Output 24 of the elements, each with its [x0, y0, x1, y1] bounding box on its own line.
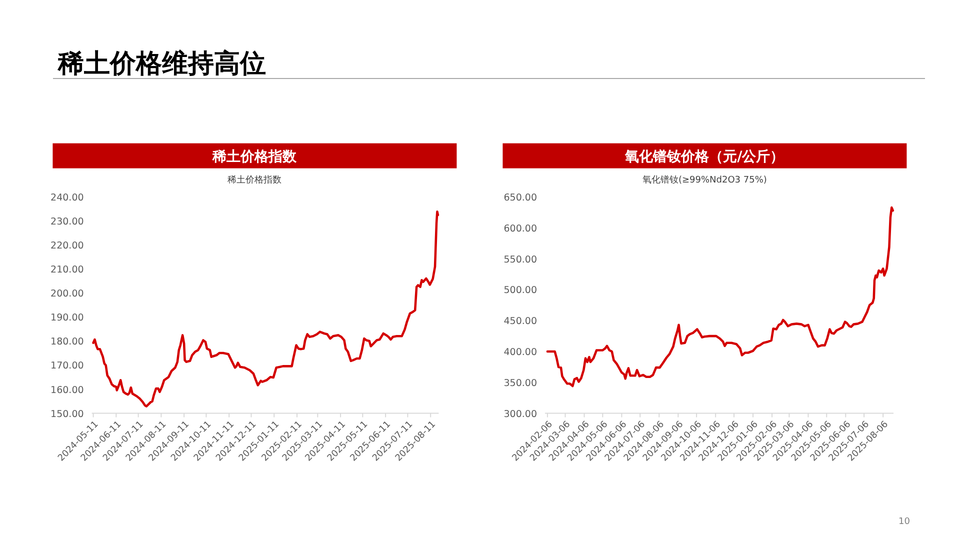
y-tick-label: 300.00	[504, 408, 537, 420]
y-tick-label: 400.00	[504, 347, 537, 358]
y-tick-label: 600.00	[504, 223, 537, 234]
text: 稀土价格维持高位	[57, 49, 266, 79]
y-tick-label: 220.00	[50, 240, 84, 252]
chart-subtitle: 稀土价格指数	[228, 174, 282, 186]
text: 10	[898, 517, 910, 527]
y-tick-label: 240.00	[50, 192, 84, 204]
y-tick-label: 230.00	[50, 216, 84, 228]
y-tick-label: 650.00	[504, 192, 537, 204]
y-tick-label: 170.00	[50, 360, 84, 372]
y-tick-label: 160.00	[50, 384, 84, 396]
y-tick-label: 150.00	[50, 408, 84, 420]
chart-title: 氧化镨钕价格（元/公斤）	[624, 148, 784, 165]
y-tick-label: 210.00	[50, 264, 84, 276]
y-tick-label: 550.00	[504, 254, 537, 266]
y-tick-label: 450.00	[504, 316, 537, 328]
chart-title: 稀土价格指数	[212, 148, 298, 165]
chart-subtitle: 氧化镨钕(≥99%Nd2O3 75%)	[642, 174, 767, 186]
y-tick-label: 180.00	[50, 336, 84, 348]
y-tick-label: 350.00	[504, 378, 537, 389]
y-tick-label: 190.00	[50, 312, 84, 324]
y-tick-label: 500.00	[504, 285, 537, 296]
y-tick-label: 200.00	[50, 288, 84, 300]
